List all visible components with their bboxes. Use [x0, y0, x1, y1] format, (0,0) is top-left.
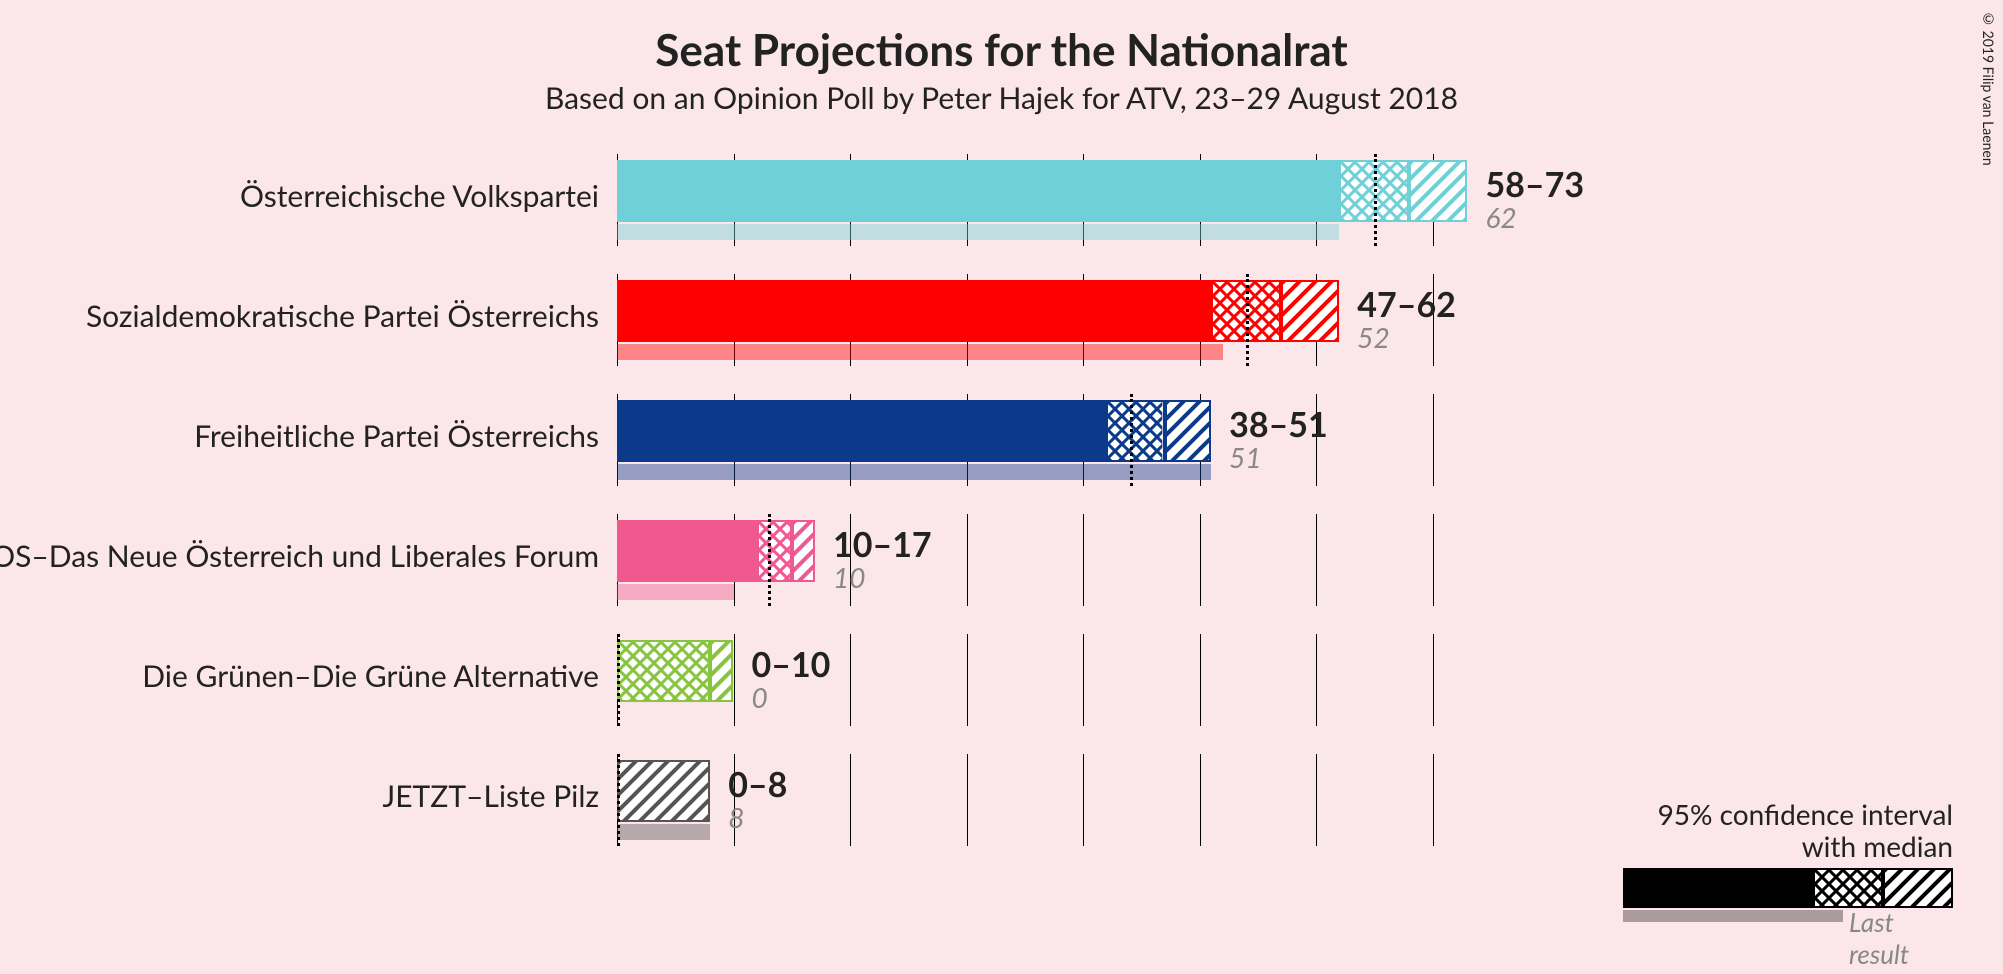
ci-diagonal-bar	[792, 520, 815, 582]
gridline	[850, 754, 851, 846]
legend-crosshatch-segment	[1813, 868, 1883, 908]
ci-solid-bar	[617, 520, 757, 582]
party-name-label: JETZT–Liste Pilz	[383, 778, 599, 814]
party-row: Die Grünen–Die Grüne Alternative 0–100	[0, 630, 2003, 750]
party-name-label: NEOS–Das Neue Österreich und Liberales F…	[0, 538, 599, 574]
median-line	[617, 754, 620, 846]
range-label: 0–8	[728, 764, 787, 805]
last-result-label: 62	[1485, 200, 1516, 234]
chart-subtitle: Based on an Opinion Poll by Peter Hajek …	[0, 80, 2003, 116]
gridline	[1433, 514, 1434, 606]
last-result-bar	[617, 464, 1211, 480]
ci-diagonal-bar	[710, 640, 733, 702]
range-label: 47–62	[1357, 284, 1456, 325]
gridline	[1200, 514, 1201, 606]
legend-solid-segment	[1623, 868, 1813, 908]
party-name-label: Sozialdemokratische Partei Österreichs	[86, 298, 599, 334]
range-label: 0–10	[752, 644, 831, 685]
legend-line1: 95% confidence interval	[1658, 797, 1953, 831]
bar-zone: 47–6252	[617, 270, 1817, 390]
gridline	[967, 514, 968, 606]
median-line	[768, 514, 771, 606]
range-label: 38–51	[1229, 404, 1328, 445]
ci-solid-bar	[617, 160, 1339, 222]
legend-title: 95% confidence interval with median	[1623, 798, 1953, 862]
ci-diagonal-bar	[1281, 280, 1339, 342]
last-result-label: 52	[1357, 320, 1389, 354]
median-line	[1374, 154, 1377, 246]
range-label: 10–17	[833, 524, 932, 565]
median-line	[1246, 274, 1249, 366]
gridline	[1433, 754, 1434, 846]
gridline	[1433, 394, 1434, 486]
median-line	[1130, 394, 1133, 486]
legend-bars: Last result	[1623, 868, 1953, 934]
ci-crosshatch-bar	[757, 520, 792, 582]
bar-zone: 0–100	[617, 630, 1817, 750]
ci-crosshatch-bar	[1106, 400, 1164, 462]
gridline	[1083, 514, 1084, 606]
gridline	[1316, 754, 1317, 846]
legend-last-bar	[1623, 910, 1843, 922]
gridline	[967, 754, 968, 846]
copyright-label: © 2019 Filip van Laenen	[1980, 10, 1997, 166]
gridline	[1200, 754, 1201, 846]
gridline	[1433, 634, 1434, 726]
bar-zone: 38–5151	[617, 390, 1817, 510]
median-line	[617, 634, 620, 726]
party-row: Sozialdemokratische Partei Österreichs 47…	[0, 270, 2003, 390]
last-result-label: 51	[1229, 440, 1261, 474]
ci-solid-bar	[617, 280, 1211, 342]
ci-solid-bar	[617, 400, 1106, 462]
ci-diagonal-bar	[1409, 160, 1467, 222]
party-name-label: Freiheitliche Partei Österreichs	[194, 418, 599, 454]
legend: 95% confidence interval with median Last…	[1623, 798, 1953, 934]
gridline	[734, 634, 735, 726]
ci-diagonal-bar	[1165, 400, 1212, 462]
party-row: NEOS–Das Neue Österreich und Liberales F…	[0, 510, 2003, 630]
last-result-label: 0	[752, 680, 768, 714]
bar-zone: 10–1710	[617, 510, 1817, 630]
legend-line2: with median	[1802, 829, 1953, 863]
last-result-label: 10	[833, 560, 865, 594]
last-result-bar	[617, 824, 710, 840]
ci-diagonal-bar	[617, 760, 710, 822]
last-result-bar	[617, 584, 734, 600]
legend-last-label: Last result	[1849, 906, 1953, 970]
last-result-bar	[617, 344, 1223, 360]
gridline	[1316, 514, 1317, 606]
party-name-label: Die Grünen–Die Grüne Alternative	[142, 658, 599, 694]
chart-title: Seat Projections for the Nationalrat	[0, 24, 2003, 76]
party-row: Österreichische Volkspartei 58–7362	[0, 150, 2003, 270]
last-result-bar	[617, 224, 1339, 240]
range-label: 58–73	[1485, 164, 1584, 205]
last-result-label: 8	[728, 800, 744, 834]
party-row: Freiheitliche Partei Österreichs 38–5151	[0, 390, 2003, 510]
gridline	[967, 634, 968, 726]
party-name-label: Österreichische Volkspartei	[240, 178, 599, 214]
bar-zone: 58–7362	[617, 150, 1817, 270]
gridline	[1083, 754, 1084, 846]
gridline	[1200, 634, 1201, 726]
gridline	[1083, 634, 1084, 726]
gridline	[850, 634, 851, 726]
ci-crosshatch-bar	[617, 640, 710, 702]
legend-diagonal-segment	[1883, 868, 1953, 908]
gridline	[1316, 634, 1317, 726]
